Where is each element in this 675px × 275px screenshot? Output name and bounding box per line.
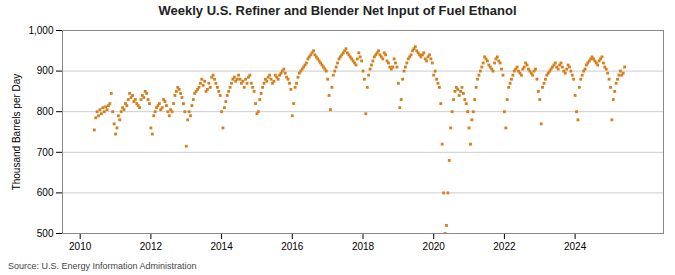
svg-text:2022: 2022 (493, 241, 516, 252)
svg-text:700: 700 (37, 147, 54, 158)
svg-text:2020: 2020 (423, 241, 446, 252)
svg-text:2024: 2024 (564, 241, 587, 252)
svg-text:2018: 2018 (352, 241, 375, 252)
svg-text:2010: 2010 (69, 241, 92, 252)
svg-text:600: 600 (37, 187, 54, 198)
svg-text:800: 800 (37, 106, 54, 117)
svg-text:2016: 2016 (281, 241, 304, 252)
svg-text:Thousand Barrels per Day: Thousand Barrels per Day (11, 74, 22, 191)
svg-text:900: 900 (37, 65, 54, 76)
svg-text:500: 500 (37, 228, 54, 239)
html-text:Source: U.S. Energy Informatio: Source: U.S. Energy Information Administ… (8, 261, 197, 271)
svg-text:2012: 2012 (140, 241, 163, 252)
html-text:Weekly U.S. Refiner and Blende: Weekly U.S. Refiner and Blender Net Inpu… (158, 3, 517, 18)
svg-text:1,000: 1,000 (28, 25, 53, 36)
svg-text:2014: 2014 (210, 241, 233, 252)
